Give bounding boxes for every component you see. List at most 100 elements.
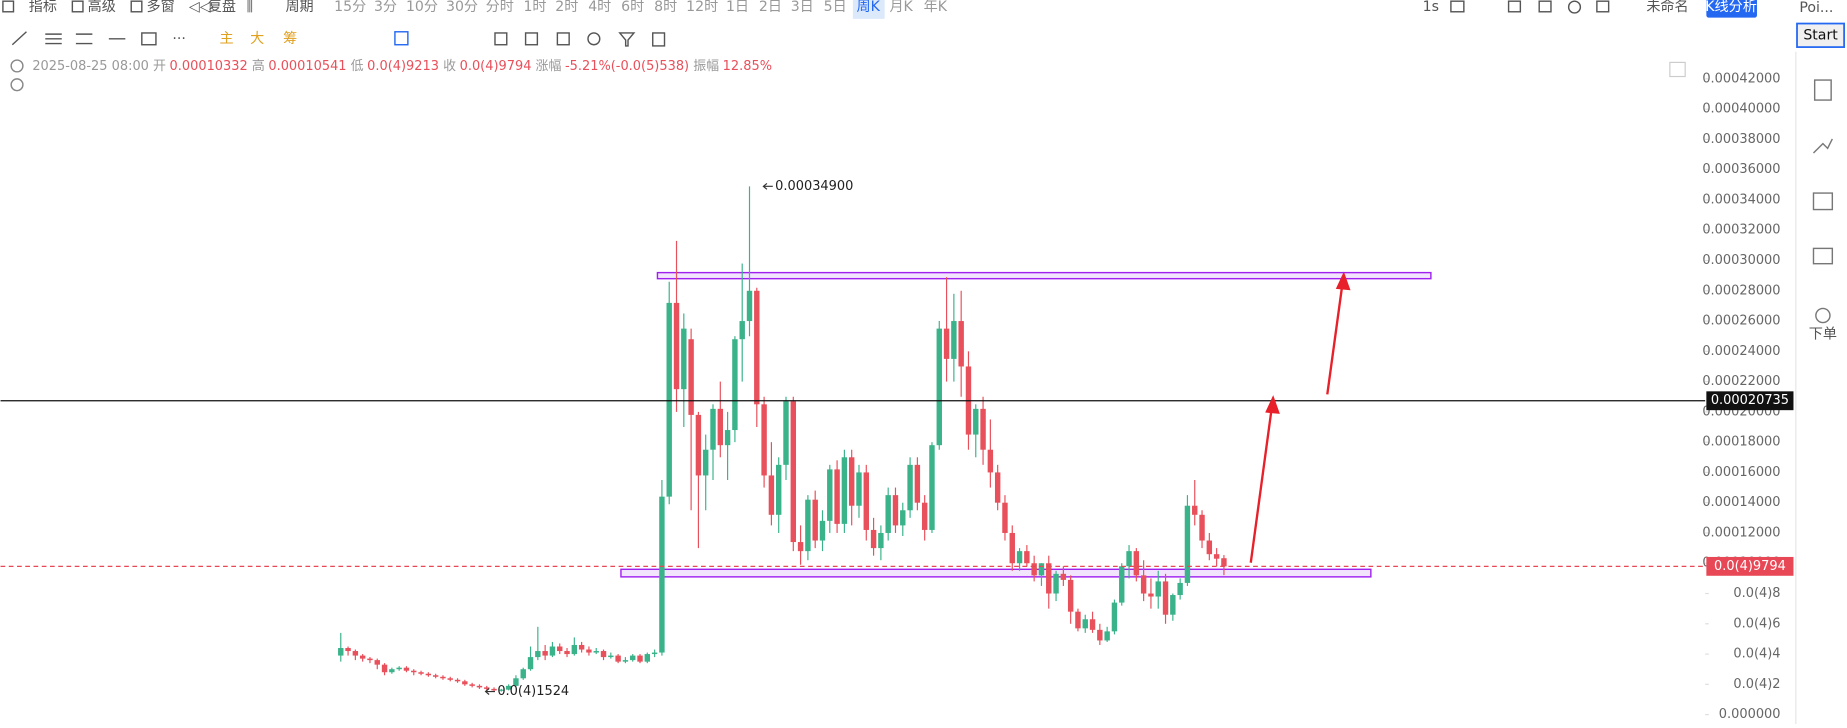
candle-body <box>549 646 556 656</box>
period-tab[interactable]: 年K <box>924 0 948 15</box>
candle-body <box>1104 631 1110 641</box>
candle-body <box>688 339 694 415</box>
period-tab[interactable]: 10分 <box>406 0 438 15</box>
candle-body <box>1002 502 1008 533</box>
candle-body <box>491 688 497 691</box>
candle-body <box>484 687 490 689</box>
candle-body <box>1089 619 1096 630</box>
period-tab[interactable]: 周K <box>856 0 880 15</box>
candle-body <box>535 651 541 658</box>
candle-body <box>338 648 344 656</box>
period-tab[interactable]: 2日 <box>759 0 782 15</box>
candle-body <box>739 321 745 340</box>
y-tick-label: 0.0(4)4 <box>1733 647 1780 662</box>
candle-body <box>381 664 388 673</box>
period-tab[interactable]: 4时 <box>588 0 611 15</box>
candle-body <box>929 445 935 530</box>
top-toolbar: 指标 高级 多窗 ◁◁ 复盘 ⫼ 周期 15分 3分 10分 30分 分时 1时 2时 4时 6… <box>2 0 1845 48</box>
candle-body <box>863 472 869 530</box>
tool[interactable]: 大 <box>250 31 264 47</box>
y-tick-label: 0.00026000 <box>1702 314 1780 329</box>
info-time: 2025-08-25 08:00 <box>32 58 149 73</box>
period-tab[interactable]: 1日 <box>726 0 749 15</box>
candle-body <box>914 464 921 503</box>
candle-body <box>578 644 585 650</box>
candle-body <box>1097 629 1103 641</box>
menu-item[interactable]: 周期 <box>285 0 313 15</box>
candle-body <box>805 499 811 552</box>
period-tab[interactable]: 6时 <box>621 0 644 15</box>
candle-body <box>856 472 862 506</box>
candle-body <box>724 430 731 446</box>
candle-body <box>513 678 519 686</box>
collapse-icon[interactable] <box>10 59 24 73</box>
candle-body <box>761 404 767 476</box>
icon: ⫼ <box>247 0 254 15</box>
tool[interactable]: 主 <box>220 31 234 47</box>
candle-body <box>1119 566 1125 603</box>
candle-body <box>673 302 680 390</box>
zone <box>656 271 1432 280</box>
candle-body <box>973 408 979 435</box>
candle-body <box>630 655 636 661</box>
annotation-arrow <box>484 688 495 695</box>
candle-body <box>790 401 797 543</box>
candle-body <box>797 542 804 552</box>
active-period-bg <box>852 0 885 19</box>
y-tick-label: 0.00030000 <box>1702 253 1780 268</box>
y-tick-label: 0.0(4)8 <box>1733 586 1780 601</box>
period-tab[interactable]: 月K <box>889 0 913 15</box>
order-label[interactable]: 下单 <box>1809 326 1837 342</box>
period-tab[interactable]: 3日 <box>791 0 814 15</box>
y-tick-label: 0.00032000 <box>1702 223 1780 238</box>
candle-body <box>1031 563 1037 576</box>
fullscreen-icon[interactable] <box>1669 61 1686 78</box>
candle-body <box>732 339 738 431</box>
period-tab[interactable]: 8时 <box>654 0 677 15</box>
start-label[interactable]: Start <box>1803 27 1838 43</box>
period-tab[interactable]: 3分 <box>374 0 397 15</box>
y-tick-label: 0.0(4)2 <box>1733 677 1780 692</box>
analysis-button[interactable] <box>1706 0 1757 18</box>
layout-name[interactable]: 未命名 <box>1646 0 1688 15</box>
period-tab[interactable]: 1时 <box>523 0 546 15</box>
candle-body <box>1148 593 1154 597</box>
menu-item[interactable]: 指标 <box>29 0 57 15</box>
candle-body <box>600 651 607 658</box>
expand-icon[interactable] <box>10 78 24 92</box>
price-badge-label: 0.0(4)9794 <box>1714 559 1786 574</box>
start-button[interactable] <box>1796 22 1845 48</box>
candle-body <box>542 651 548 656</box>
tool[interactable]: 筹 <box>283 30 297 47</box>
candle-body <box>878 532 884 549</box>
menu-item[interactable]: 高级 <box>88 0 116 15</box>
svg-text:···: ··· <box>172 31 185 47</box>
period-tab[interactable]: 分时 <box>486 0 514 15</box>
period-tab[interactable]: 2时 <box>555 0 578 15</box>
candle-body <box>943 328 950 359</box>
menu-item[interactable]: 复盘 <box>208 0 236 15</box>
candle-body <box>987 449 994 473</box>
candle-body <box>564 651 570 655</box>
period-tab[interactable]: 12时 <box>686 0 718 15</box>
candle-body <box>1060 573 1067 580</box>
period-tab[interactable]: 15分 <box>334 0 366 15</box>
menu-item[interactable]: 多窗 <box>147 0 175 15</box>
candle-body <box>359 655 366 659</box>
candle-body <box>1024 551 1030 564</box>
info-value: 0.00010541 <box>268 58 346 73</box>
interval[interactable]: 1s <box>1423 0 1439 15</box>
candle-body <box>936 328 942 446</box>
period-tab[interactable]: 30分 <box>446 0 478 15</box>
period-tab[interactable]: 5日 <box>824 0 847 15</box>
panel-tab[interactable]: Poi... <box>1799 0 1833 16</box>
candle-body <box>768 475 775 515</box>
candle-body <box>505 685 512 690</box>
analysis-label[interactable]: K线分析 <box>1705 0 1757 15</box>
y-tick-label: 0.00014000 <box>1702 495 1780 510</box>
candle-body <box>1221 558 1227 567</box>
candle-body <box>1038 563 1045 576</box>
y-tick-label: 0.00042000 <box>1702 71 1780 86</box>
candle-body <box>520 669 526 679</box>
candle-body <box>1126 551 1132 567</box>
